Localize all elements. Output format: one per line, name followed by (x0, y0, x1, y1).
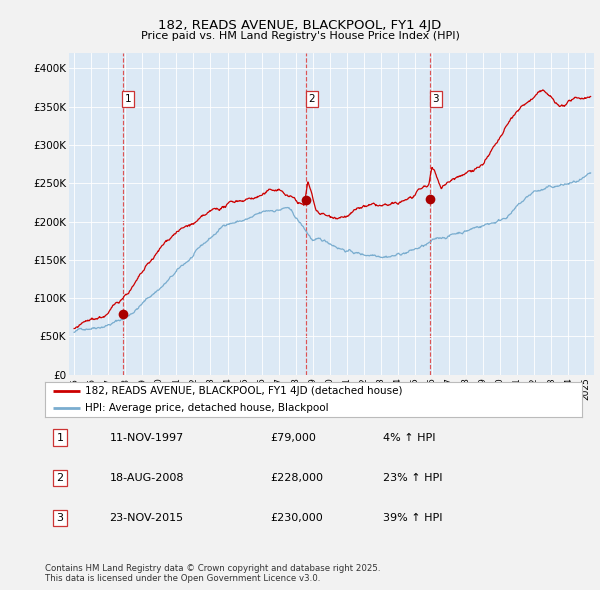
Text: £228,000: £228,000 (271, 473, 323, 483)
Text: 1: 1 (56, 433, 64, 442)
Text: 182, READS AVENUE, BLACKPOOL, FY1 4JD: 182, READS AVENUE, BLACKPOOL, FY1 4JD (158, 19, 442, 32)
Text: Price paid vs. HM Land Registry's House Price Index (HPI): Price paid vs. HM Land Registry's House … (140, 31, 460, 41)
Text: 23% ↑ HPI: 23% ↑ HPI (383, 473, 443, 483)
Text: 4% ↑ HPI: 4% ↑ HPI (383, 433, 436, 442)
Text: £79,000: £79,000 (271, 433, 316, 442)
Text: 3: 3 (433, 94, 439, 104)
Text: HPI: Average price, detached house, Blackpool: HPI: Average price, detached house, Blac… (85, 402, 329, 412)
Text: Contains HM Land Registry data © Crown copyright and database right 2025.
This d: Contains HM Land Registry data © Crown c… (45, 563, 380, 583)
Text: 11-NOV-1997: 11-NOV-1997 (109, 433, 184, 442)
Text: 39% ↑ HPI: 39% ↑ HPI (383, 513, 443, 523)
Text: 3: 3 (56, 513, 64, 523)
Text: 23-NOV-2015: 23-NOV-2015 (109, 513, 184, 523)
Text: 2: 2 (56, 473, 64, 483)
Text: 2: 2 (308, 94, 315, 104)
Text: 1: 1 (125, 94, 131, 104)
Text: £230,000: £230,000 (271, 513, 323, 523)
Text: 182, READS AVENUE, BLACKPOOL, FY1 4JD (detached house): 182, READS AVENUE, BLACKPOOL, FY1 4JD (d… (85, 386, 403, 396)
Text: 18-AUG-2008: 18-AUG-2008 (109, 473, 184, 483)
